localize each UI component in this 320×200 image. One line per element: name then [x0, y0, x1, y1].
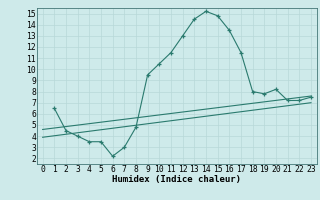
- X-axis label: Humidex (Indice chaleur): Humidex (Indice chaleur): [112, 175, 241, 184]
